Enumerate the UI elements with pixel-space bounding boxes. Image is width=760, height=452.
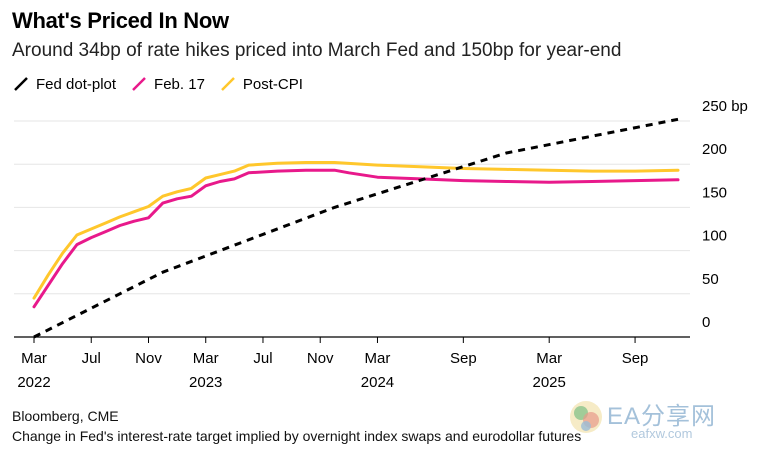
series-line-fed-dot-plot	[33, 117, 679, 339]
x-tick-label: Jul	[82, 350, 101, 367]
y-tick-label: 150	[702, 184, 727, 201]
legend-item-feb-17: Feb. 17	[132, 76, 205, 93]
chart-note: Change in Fed's interest-rate target imp…	[12, 428, 582, 444]
x-tick-label: Sep	[622, 350, 649, 367]
watermark-url: eafxw.com	[631, 426, 693, 441]
legend-swatch-feb-17	[132, 77, 146, 91]
x-tick-label: Mar	[536, 350, 562, 367]
x-tick-label: Mar	[21, 350, 47, 367]
chart-source: Bloomberg, CME	[12, 408, 119, 424]
legend-swatch-post-cpi	[221, 77, 235, 91]
legend-label-feb-17: Feb. 17	[154, 75, 205, 93]
series-line-post-cpi	[32, 161, 680, 300]
legend-label-post-cpi: Post-CPI	[242, 75, 303, 93]
x-tick-label: Mar	[193, 350, 219, 367]
y-tick-label: 200	[702, 141, 727, 158]
legend-label-fed-dot-plot: Fed dot-plot	[36, 75, 117, 93]
legend-item-fed-dot-plot: Fed dot-plot	[14, 76, 116, 93]
x-tick-label: Nov	[307, 350, 334, 367]
y-tick-label: 0	[702, 314, 710, 331]
chart-subtitle: Around 34bp of rate hikes priced into Ma…	[12, 40, 622, 61]
x-year-label: 2024	[361, 374, 394, 391]
x-year-label: 2022	[17, 374, 50, 391]
x-tick-label: Nov	[135, 350, 162, 367]
x-tick-label: Mar	[365, 350, 391, 367]
y-tick-label: 100	[702, 228, 727, 245]
x-tick-label: Jul	[253, 350, 272, 367]
series-line-feb-17	[32, 168, 680, 309]
x-year-label: 2023	[189, 374, 222, 391]
legend-item-post-cpi: Post-CPI	[221, 76, 303, 93]
chart-legend: Fed dot-plot Feb. 17 Post-CPI	[14, 74, 319, 94]
watermark: EA分享网 eafxw.com	[565, 394, 755, 446]
chart-title: What's Priced In Now	[12, 8, 229, 33]
legend-swatch-fed-dot-plot	[14, 77, 28, 91]
watermark-text: EA分享网	[607, 403, 717, 430]
y-tick-label: 50	[702, 271, 719, 288]
watermark-logo-icon	[570, 401, 602, 433]
x-year-label: 2025	[533, 374, 566, 391]
x-tick-label: Sep	[450, 350, 477, 367]
y-tick-label: 250 bp	[702, 98, 748, 115]
